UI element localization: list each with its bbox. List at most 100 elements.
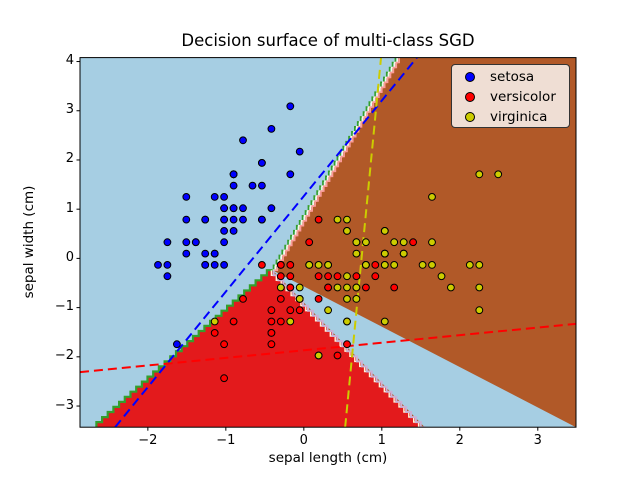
data-point-versicolor: [324, 283, 333, 292]
data-point-virginica: [295, 295, 304, 303]
virginica-marker-icon: [465, 112, 475, 122]
data-point-setosa: [220, 193, 229, 201]
data-point-setosa: [201, 215, 210, 224]
y-tick-label: 0: [65, 249, 74, 265]
data-point-setosa: [163, 238, 172, 247]
x-axis-label: sepal length (cm): [268, 450, 388, 466]
data-point-setosa: [191, 238, 200, 247]
data-point-setosa: [286, 170, 295, 179]
scatter-virginica: [210, 170, 503, 360]
legend-item-setosa: setosa: [452, 67, 569, 87]
data-point-virginica: [380, 317, 389, 326]
x-tick-label: 0: [299, 433, 308, 448]
data-point-virginica: [343, 227, 351, 235]
data-point-versicolor: [267, 306, 276, 315]
data-point-versicolor: [390, 283, 399, 292]
data-point-virginica: [314, 261, 323, 269]
data-point-setosa: [229, 204, 238, 213]
data-point-versicolor: [314, 295, 323, 303]
data-point-virginica: [418, 261, 427, 269]
data-point-virginica: [324, 306, 333, 315]
data-point-setosa: [286, 102, 295, 111]
data-point-virginica: [324, 261, 333, 269]
x-tick-label: 3: [533, 433, 542, 448]
data-point-virginica: [276, 283, 285, 292]
data-point-setosa: [229, 170, 238, 179]
data-point-virginica: [352, 249, 361, 258]
data-point-versicolor: [333, 351, 342, 360]
hyperplane-setosa: [114, 57, 418, 428]
data-point-virginica: [428, 193, 436, 201]
data-point-versicolor: [276, 261, 285, 269]
data-point-versicolor: [371, 272, 380, 281]
data-point-versicolor: [210, 329, 219, 337]
region-virginica: [272, 57, 576, 428]
y-tick-label: 2: [65, 151, 74, 167]
data-point-virginica: [447, 283, 455, 292]
data-point-virginica: [494, 170, 503, 179]
data-point-setosa: [182, 249, 191, 258]
legend-item-versicolor: versicolor: [452, 87, 569, 107]
legend-item-virginica: virginica: [452, 107, 569, 127]
data-point-versicolor: [220, 340, 229, 349]
data-point-setosa: [239, 215, 247, 224]
data-point-setosa: [239, 204, 247, 213]
scatter-setosa: [154, 102, 304, 349]
data-point-virginica: [475, 306, 484, 315]
data-point-versicolor: [352, 272, 361, 281]
data-point-versicolor: [362, 283, 370, 292]
y-tick-label: 4: [65, 53, 74, 69]
data-point-virginica: [475, 283, 484, 292]
data-point-virginica: [380, 249, 389, 258]
data-point-virginica: [428, 261, 436, 269]
y-tick-label: −1: [54, 299, 74, 315]
data-point-setosa: [267, 124, 276, 133]
data-point-setosa: [182, 238, 191, 247]
data-point-virginica: [380, 261, 389, 269]
data-point-virginica: [343, 317, 351, 326]
x-tick-label: 1: [377, 433, 386, 448]
data-point-virginica: [475, 170, 484, 179]
data-point-versicolor: [220, 374, 229, 383]
data-point-setosa: [220, 238, 229, 247]
data-point-virginica: [343, 283, 351, 292]
data-point-virginica: [437, 272, 446, 281]
data-point-setosa: [210, 249, 219, 258]
data-point-virginica: [286, 317, 295, 326]
data-point-versicolor: [276, 295, 285, 303]
y-tick-label: −3: [54, 397, 74, 413]
axes-frame: [79, 57, 577, 428]
data-point-setosa: [182, 193, 191, 201]
data-point-virginica: [399, 238, 408, 247]
data-point-virginica: [352, 238, 361, 247]
data-point-versicolor: [267, 340, 276, 349]
data-point-virginica: [343, 272, 351, 281]
y-tick-label: −2: [54, 348, 74, 364]
data-point-versicolor: [239, 295, 247, 303]
data-point-setosa: [229, 227, 238, 235]
data-point-virginica: [475, 261, 484, 269]
data-point-setosa: [239, 136, 247, 145]
data-point-versicolor: [276, 317, 285, 326]
legend-label: setosa: [490, 69, 535, 85]
data-point-versicolor: [314, 272, 323, 281]
y-tick-label: 3: [65, 102, 74, 118]
data-point-setosa: [295, 147, 304, 156]
data-point-setosa: [163, 261, 172, 269]
data-point-virginica: [380, 227, 389, 235]
y-tick-label: 1: [65, 200, 74, 216]
data-point-versicolor: [409, 238, 418, 247]
data-point-versicolor: [314, 215, 323, 224]
data-point-virginica: [428, 238, 436, 247]
data-point-setosa: [173, 340, 181, 349]
data-point-setosa: [267, 204, 276, 213]
data-point-setosa: [163, 272, 172, 281]
data-point-versicolor: [286, 306, 295, 315]
data-point-setosa: [201, 249, 210, 258]
data-point-versicolor: [276, 272, 285, 281]
data-point-virginica: [352, 283, 361, 292]
data-point-virginica: [333, 283, 342, 292]
data-point-setosa: [229, 181, 238, 190]
y-axis-label: sepal width (cm): [21, 185, 37, 299]
versicolor-marker-icon: [465, 92, 475, 102]
